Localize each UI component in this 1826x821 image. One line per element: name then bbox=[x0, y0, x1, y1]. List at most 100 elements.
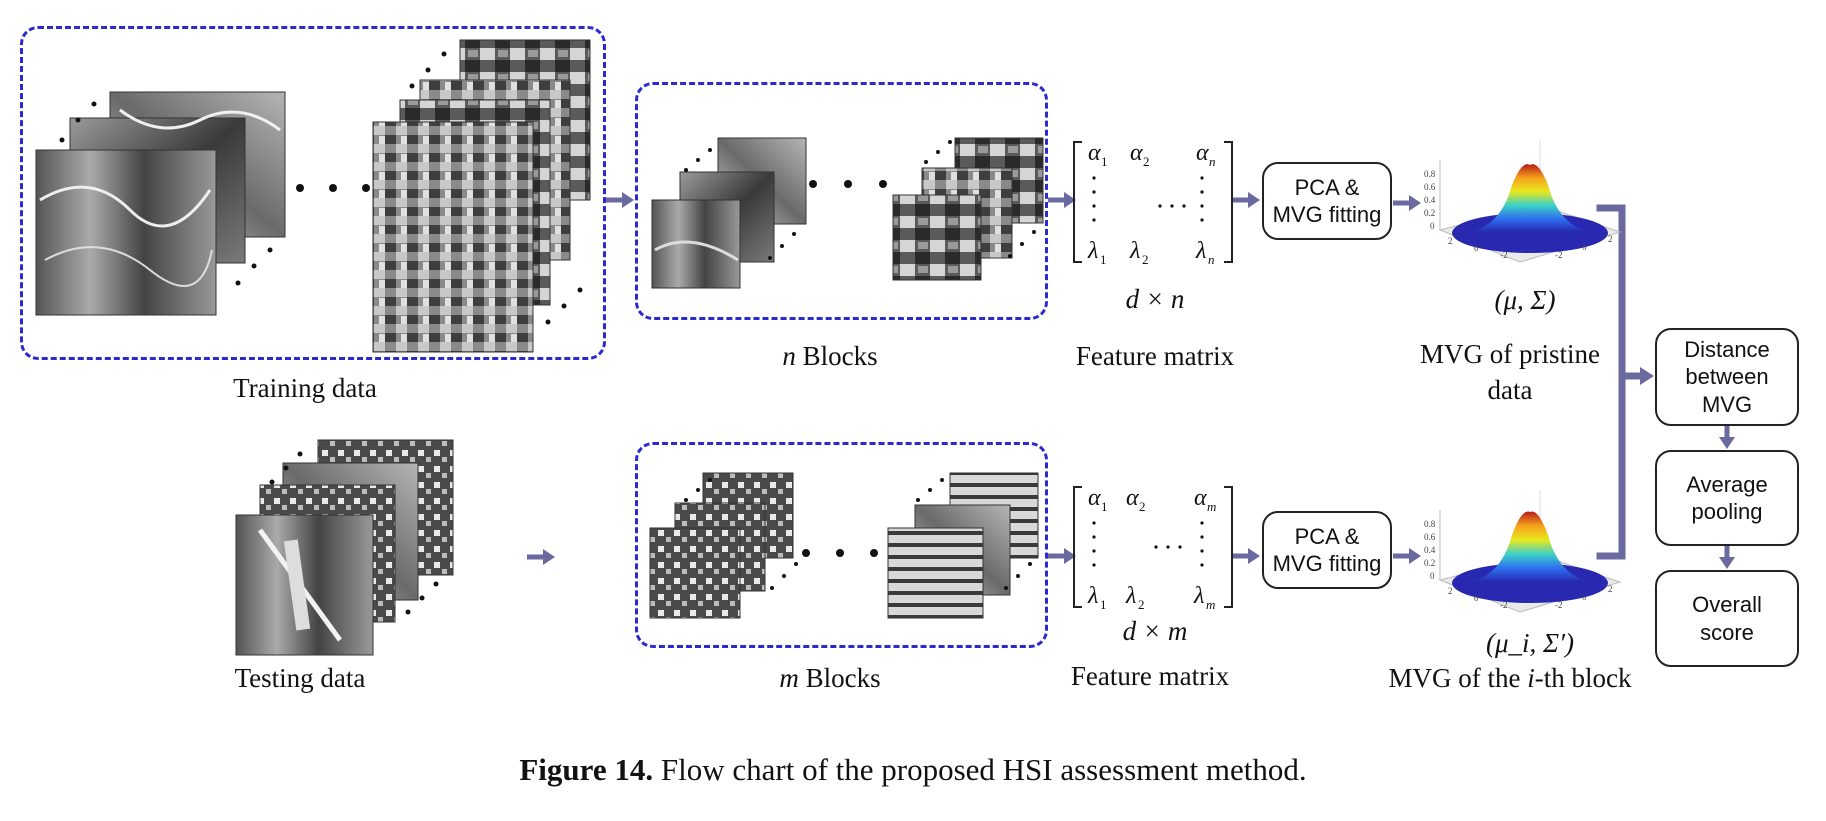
gaussian-surface-icon: 0.8 0.6 0.4 0.2 0 2 0 -2 -2 0 2 bbox=[1424, 140, 1622, 263]
matrix-subscript: 1 bbox=[1101, 154, 1108, 169]
m-blocks-group bbox=[635, 442, 1048, 648]
matrix-entry: λ bbox=[1193, 583, 1204, 609]
svg-text:0: 0 bbox=[1430, 221, 1435, 231]
top-pca-mvg-box: PCA & MVG fitting bbox=[1262, 162, 1392, 240]
matrix-subscript: m bbox=[1207, 499, 1216, 514]
matrix-subscript: 2 bbox=[1139, 499, 1146, 514]
svg-text:0.4: 0.4 bbox=[1424, 195, 1436, 205]
bottom-pca-mvg-box: PCA & MVG fitting bbox=[1262, 511, 1392, 589]
svg-text:0.2: 0.2 bbox=[1424, 558, 1435, 568]
figure-caption-text: Flow chart of the proposed HSI assessmen… bbox=[653, 752, 1307, 787]
arrow-right-icon bbox=[527, 549, 555, 565]
arrow-down-icon bbox=[1719, 425, 1735, 449]
training-image-stack-2 bbox=[372, 39, 591, 353]
testing-image-stack bbox=[235, 439, 454, 656]
ellipsis-dots-icon bbox=[916, 478, 1032, 590]
top-feature-matrix-brackets bbox=[1073, 141, 1233, 263]
ellipsis-dots-icon bbox=[684, 478, 878, 590]
n-variable: n bbox=[782, 341, 796, 371]
svg-text:0.6: 0.6 bbox=[1424, 182, 1436, 192]
arrow-right-icon bbox=[1048, 548, 1076, 564]
svg-text:-2: -2 bbox=[1555, 250, 1563, 260]
m-block-stack-1 bbox=[649, 472, 794, 619]
bracket-connector-icon bbox=[1596, 204, 1654, 560]
svg-text:0.8: 0.8 bbox=[1424, 519, 1436, 529]
matrix-entry: λ bbox=[1195, 238, 1206, 264]
matrix-entry: λ bbox=[1087, 238, 1098, 264]
matrix-subscript: 2 bbox=[1138, 597, 1145, 612]
training-image-stack-1 bbox=[35, 91, 286, 316]
arrow-right-icon bbox=[1393, 548, 1421, 564]
matrix-entry: α bbox=[1130, 140, 1143, 166]
bottom-mvg-label-post: -th block bbox=[1534, 663, 1632, 693]
ellipsis-dots-icon bbox=[684, 148, 887, 260]
ellipsis-dots-icon bbox=[296, 184, 370, 192]
matrix-entry: α bbox=[1088, 140, 1101, 166]
svg-text:-2: -2 bbox=[1500, 600, 1508, 610]
arrow-right-icon bbox=[1393, 195, 1421, 211]
n-blocks-group bbox=[635, 82, 1048, 320]
bottom-pca-mvg-label: PCA & MVG fitting bbox=[1272, 523, 1382, 577]
svg-text:0.6: 0.6 bbox=[1424, 532, 1436, 542]
matrix-subscript: m bbox=[1206, 597, 1215, 612]
svg-text:0: 0 bbox=[1430, 571, 1435, 581]
ellipsis-dots-icon bbox=[924, 140, 1036, 258]
ellipsis-dots-icon bbox=[59, 101, 273, 286]
blocks-word: Blocks bbox=[802, 341, 878, 371]
svg-text:-2: -2 bbox=[1500, 250, 1508, 260]
top-dim-label: d × n bbox=[1125, 284, 1185, 314]
svg-text:-2: -2 bbox=[1555, 600, 1563, 610]
matrix-subscript: n bbox=[1208, 252, 1215, 267]
arrow-right-icon bbox=[1232, 548, 1260, 564]
ellipsis-dots-icon bbox=[1092, 176, 1204, 222]
average-pooling-label: Average pooling bbox=[1686, 471, 1768, 525]
m-block-stack-2 bbox=[887, 472, 1039, 619]
matrix-subscript: 1 bbox=[1100, 252, 1107, 267]
bottom-dim-label: d × m bbox=[1122, 616, 1188, 646]
svg-text:2: 2 bbox=[1448, 586, 1453, 596]
matrix-entry: α bbox=[1196, 140, 1209, 166]
top-feature-matrix-label: Feature matrix bbox=[1075, 341, 1235, 371]
overall-score-box: Overall score bbox=[1655, 570, 1799, 667]
arrow-right-icon bbox=[1232, 192, 1260, 208]
distance-between-mvg-label: Distance between MVG bbox=[1684, 336, 1770, 417]
svg-text:2: 2 bbox=[1608, 234, 1613, 244]
matrix-subscript: 2 bbox=[1142, 252, 1149, 267]
training-data-label: Training data bbox=[233, 373, 377, 403]
matrix-subscript: n bbox=[1209, 154, 1216, 169]
gaussian-surface-icon: 0.8 0.6 0.4 0.2 0 2 0 -2 -2 0 2 bbox=[1424, 490, 1622, 613]
matrix-entry: α bbox=[1088, 485, 1101, 511]
ellipsis-dots-icon bbox=[409, 51, 583, 325]
bottom-feature-matrix: α 1 α 2 α m λ 1 λ 2 λ m bbox=[1087, 485, 1216, 612]
bottom-mvg-label-pre: MVG of the bbox=[1388, 663, 1528, 693]
svg-text:0: 0 bbox=[1474, 243, 1479, 253]
top-pca-mvg-label: PCA & MVG fitting bbox=[1272, 174, 1382, 228]
testing-data-label: Testing data bbox=[234, 663, 366, 693]
svg-text:0: 0 bbox=[1582, 242, 1587, 252]
top-mvg-label-line1: MVG of pristine bbox=[1420, 339, 1600, 369]
matrix-entry: α bbox=[1126, 485, 1139, 511]
average-pooling-box: Average pooling bbox=[1655, 450, 1799, 546]
svg-text:0: 0 bbox=[1582, 592, 1587, 602]
top-params-label: (μ, Σ) bbox=[1494, 285, 1556, 315]
svg-text:2: 2 bbox=[1448, 236, 1453, 246]
svg-text:0.4: 0.4 bbox=[1424, 545, 1436, 555]
m-variable: m bbox=[779, 663, 799, 693]
top-feature-matrix: α 1 α 2 α n λ 1 λ 2 λ n bbox=[1087, 140, 1216, 267]
n-block-stack-1 bbox=[651, 137, 807, 289]
svg-text:2: 2 bbox=[1608, 584, 1613, 594]
training-data-group bbox=[20, 26, 606, 360]
matrix-subscript: 1 bbox=[1101, 499, 1108, 514]
ellipsis-dots-icon bbox=[269, 451, 439, 615]
bottom-params-label: (μ_i, Σ′) bbox=[1486, 628, 1574, 658]
matrix-subscript: 1 bbox=[1100, 597, 1107, 612]
distance-between-mvg-box: Distance between MVG bbox=[1655, 328, 1799, 426]
overall-score-label: Overall score bbox=[1692, 592, 1762, 645]
matrix-subscript: 2 bbox=[1143, 154, 1150, 169]
m-blocks-label: m Blocks bbox=[730, 662, 930, 694]
svg-text:0.2: 0.2 bbox=[1424, 208, 1435, 218]
n-blocks-label: n Blocks bbox=[730, 340, 930, 372]
bottom-mvg-label: MVG of the i-th block bbox=[1370, 662, 1650, 694]
